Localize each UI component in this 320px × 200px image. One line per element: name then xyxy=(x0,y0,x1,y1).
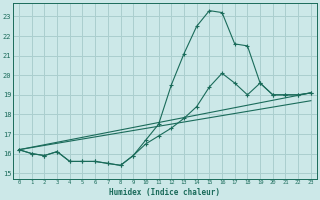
X-axis label: Humidex (Indice chaleur): Humidex (Indice chaleur) xyxy=(109,188,220,197)
